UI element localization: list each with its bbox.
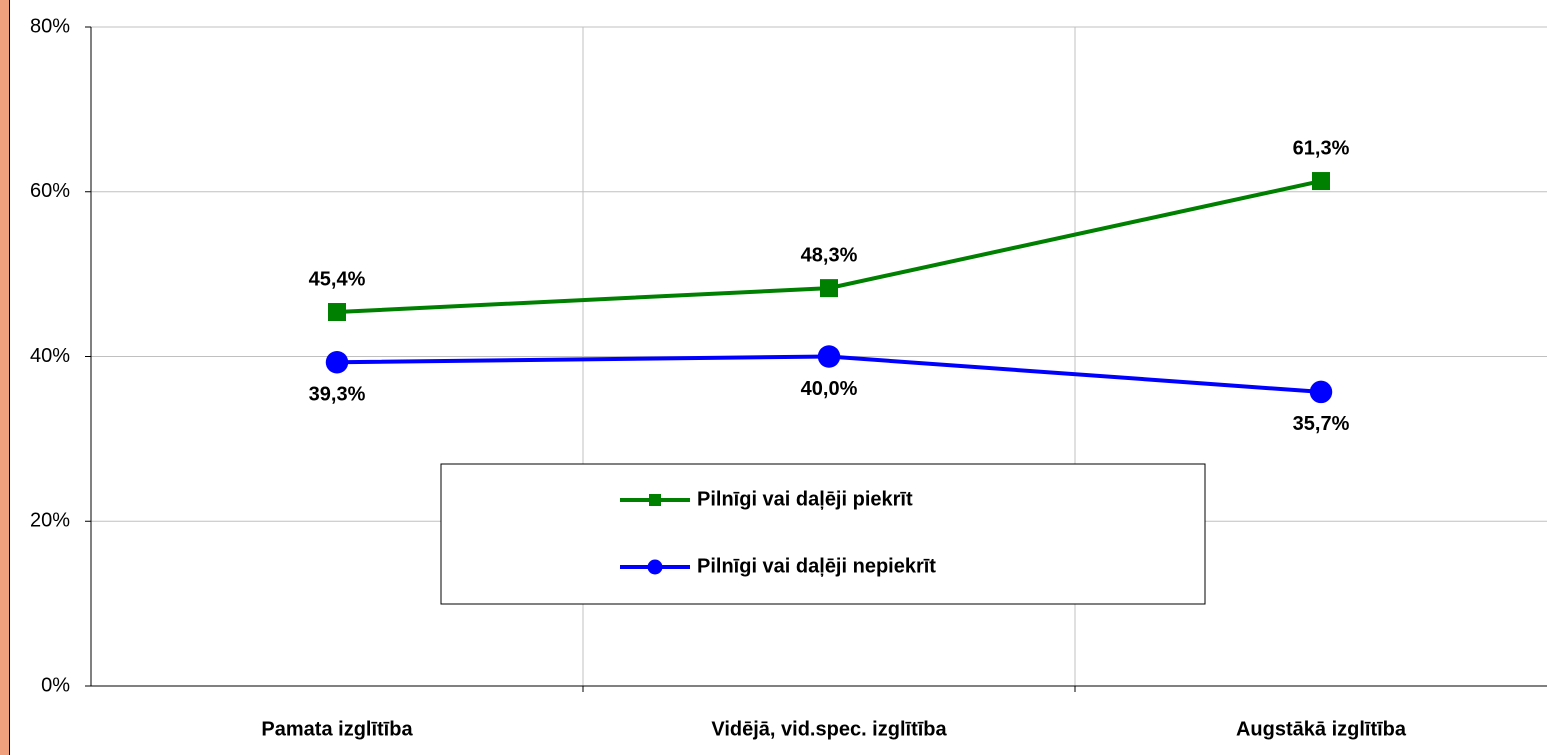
data-label: 40,0%	[801, 378, 858, 400]
y-tick-label: 60%	[30, 180, 70, 202]
data-point	[1309, 380, 1333, 404]
data-point	[1312, 172, 1330, 191]
legend-marker	[649, 494, 661, 506]
data-label: 35,7%	[1293, 413, 1350, 435]
x-tick-label: Augstākā izglītība	[1236, 718, 1407, 740]
y-tick-label: 20%	[30, 510, 70, 532]
data-point	[328, 303, 346, 322]
y-tick-label: 0%	[41, 674, 70, 696]
side-border	[9, 0, 10, 755]
legend-label: Pilnīgi vai daļēji piekrīt	[697, 488, 913, 510]
legend-box	[440, 463, 1206, 605]
x-tick-label: Vidējā, vid.spec. izglītība	[711, 718, 947, 740]
legend-marker	[647, 559, 663, 575]
y-tick-label: 40%	[30, 345, 70, 367]
data-label: 48,3%	[801, 244, 858, 266]
y-tick-label: 80%	[30, 15, 70, 37]
x-tick-label: Pamata izglītība	[261, 718, 413, 740]
data-point	[820, 279, 838, 298]
data-label: 39,3%	[309, 384, 366, 406]
data-point	[817, 345, 841, 368]
data-point	[325, 351, 349, 374]
data-label: 61,3%	[1293, 137, 1350, 159]
side-strip	[0, 0, 9, 755]
data-label: 45,4%	[309, 268, 366, 290]
legend-label: Pilnīgi vai daļēji nepiekrīt	[697, 555, 936, 577]
